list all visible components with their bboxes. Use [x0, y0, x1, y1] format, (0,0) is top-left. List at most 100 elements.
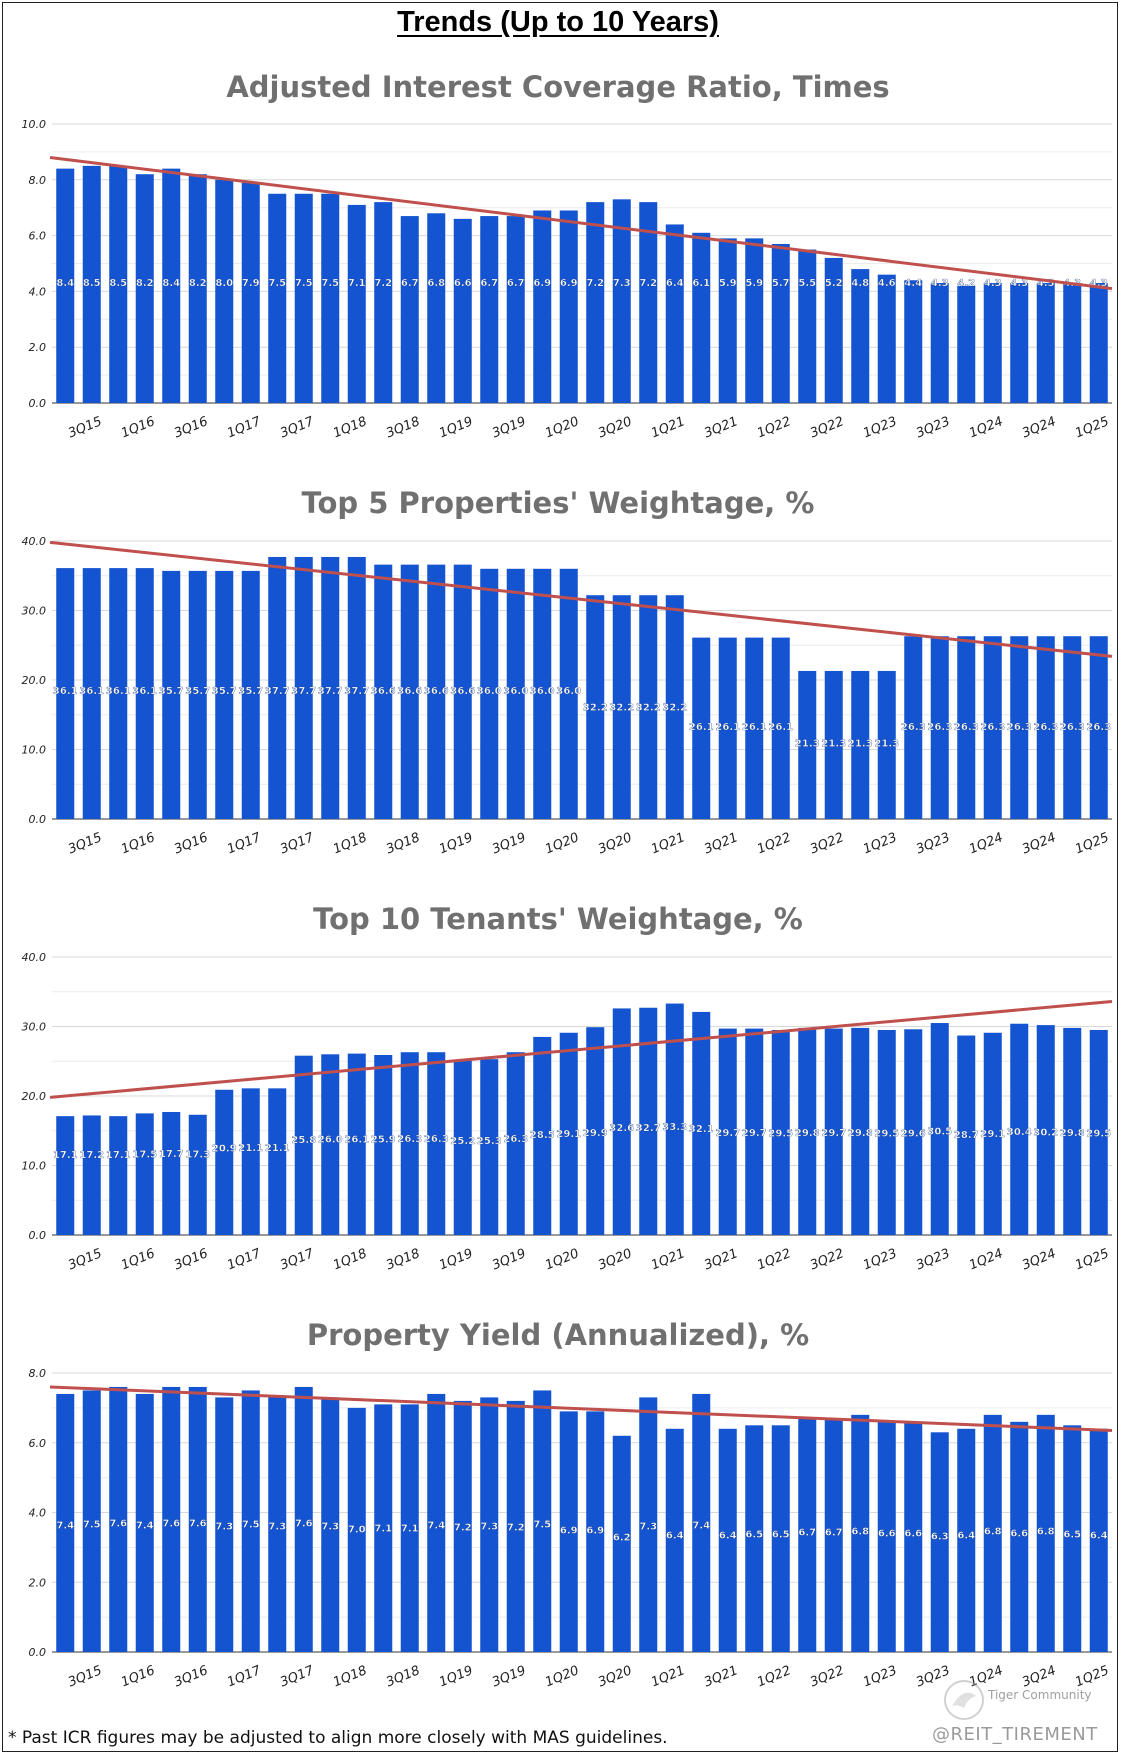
- page-title: Trends (Up to 10 Years): [397, 6, 719, 38]
- data-label: 26.3: [424, 1134, 449, 1145]
- data-label: 4.3: [1090, 278, 1108, 289]
- x-tick-label: 1Q17: [225, 830, 264, 857]
- y-tick-label: 4.0: [29, 285, 47, 298]
- data-label: 36.1: [79, 686, 104, 697]
- bar: [612, 595, 631, 819]
- y-tick-label: 4.0: [29, 1507, 47, 1520]
- data-label: 6.4: [719, 1530, 737, 1541]
- data-label: 21.3: [795, 739, 820, 750]
- data-label: 36.6: [450, 686, 475, 697]
- x-tick-label: 1Q22: [755, 830, 793, 857]
- bar: [109, 1386, 128, 1652]
- bar: [692, 1011, 711, 1235]
- bar: [294, 1386, 313, 1652]
- data-label: 32.2: [609, 703, 634, 714]
- bar: [1036, 283, 1055, 403]
- data-label: 25.2: [450, 1136, 475, 1147]
- data-label: 29.8: [795, 1128, 820, 1139]
- data-label: 4.8: [851, 278, 869, 289]
- data-label: 6.7: [798, 1527, 816, 1538]
- trendline: [49, 540, 1113, 658]
- x-tick-label: 1Q23: [861, 1246, 899, 1273]
- x-tick-label: 3Q20: [596, 1663, 634, 1690]
- bar: [109, 568, 128, 819]
- x-tick-label: 1Q16: [119, 830, 157, 857]
- bar: [904, 1421, 923, 1652]
- bar: [56, 568, 75, 819]
- x-tick-label: 1Q19: [437, 414, 475, 441]
- data-label: 32.2: [662, 703, 687, 714]
- data-label: 7.1: [348, 278, 366, 289]
- data-label: 26.1: [742, 722, 767, 733]
- data-label: 29.9: [583, 1128, 608, 1139]
- data-label: 6.8: [851, 1526, 869, 1537]
- y-tick-label: 8.0: [29, 174, 47, 187]
- data-label: 30.2: [1033, 1127, 1058, 1138]
- data-label: 25.3: [477, 1136, 502, 1147]
- data-label: 7.6: [295, 1518, 313, 1529]
- bar: [930, 636, 949, 819]
- bar: [241, 182, 260, 403]
- bar: [427, 1052, 446, 1235]
- x-tick-label: 3Q21: [702, 1246, 740, 1273]
- bar: [718, 238, 737, 403]
- data-label: 37.7: [344, 686, 369, 697]
- bar: [533, 568, 552, 819]
- bar: [294, 1055, 313, 1235]
- bar: [586, 1411, 605, 1652]
- bar: [533, 210, 552, 403]
- data-label: 7.0: [348, 1524, 366, 1535]
- data-label: 5.2: [825, 278, 843, 289]
- x-tick-label: 1Q16: [119, 414, 157, 441]
- bar: [135, 568, 154, 819]
- data-label: 6.5: [1063, 1529, 1081, 1540]
- x-tick-label: 3Q16: [172, 414, 210, 441]
- watermark-text: Tiger Community: [988, 1688, 1092, 1702]
- bar: [374, 1404, 393, 1652]
- data-label: 6.4: [1090, 1530, 1108, 1541]
- data-label: 17.2: [79, 1150, 104, 1161]
- bar: [268, 1088, 287, 1235]
- x-tick-label: 1Q20: [543, 414, 581, 441]
- bar: [1010, 1023, 1029, 1235]
- bar: [718, 1028, 737, 1235]
- data-label: 8.0: [215, 278, 233, 289]
- bar: [1089, 283, 1108, 403]
- x-tick-label: 3Q16: [172, 830, 210, 857]
- bar: [321, 1054, 340, 1235]
- data-label: 7.5: [321, 278, 339, 289]
- bar: [851, 670, 870, 819]
- x-tick-label: 3Q21: [702, 1663, 740, 1690]
- data-label: 4.4: [904, 278, 922, 289]
- data-label: 26.3: [1007, 722, 1032, 733]
- bar: [983, 636, 1002, 819]
- bar: [771, 1029, 790, 1235]
- data-label: 36.1: [106, 686, 131, 697]
- bar: [639, 202, 658, 403]
- x-tick-label: 3Q19: [490, 414, 528, 441]
- data-label: 21.1: [238, 1143, 263, 1154]
- data-label: 6.6: [1010, 1528, 1028, 1539]
- bar: [162, 570, 181, 819]
- x-tick-label: 1Q19: [437, 830, 475, 857]
- bar: [798, 670, 817, 819]
- y-tick-label: 0.0: [29, 397, 47, 410]
- data-label: 7.3: [639, 1521, 657, 1532]
- bar: [930, 1023, 949, 1235]
- data-label: 36.0: [477, 686, 502, 697]
- y-tick-label: 10.0: [22, 118, 47, 131]
- x-tick-label: 1Q21: [649, 414, 687, 441]
- x-tick-label: 3Q16: [172, 1663, 210, 1690]
- x-tick-label: 1Q21: [649, 1663, 687, 1690]
- data-label: 32.6: [609, 1123, 634, 1134]
- data-label: 6.9: [560, 1525, 578, 1536]
- data-label: 7.2: [507, 1522, 525, 1533]
- bar: [162, 168, 181, 403]
- x-tick-label: 3Q17: [278, 414, 317, 441]
- bar: [135, 174, 154, 403]
- bar: [877, 670, 896, 819]
- x-tick-label: 3Q15: [66, 1246, 104, 1273]
- bar: [294, 193, 313, 403]
- bar: [1036, 636, 1055, 819]
